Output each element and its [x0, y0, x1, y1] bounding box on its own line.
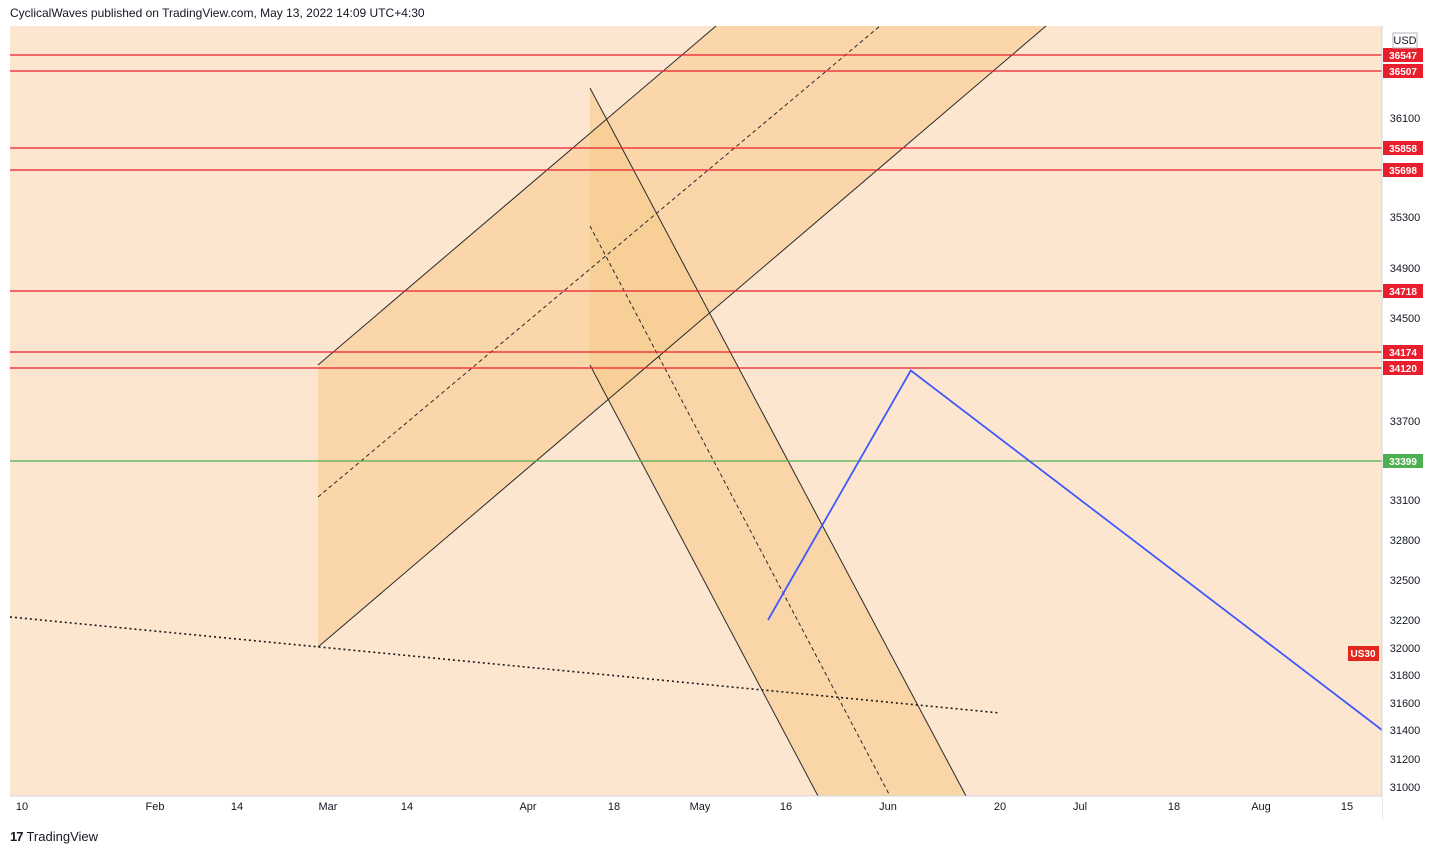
- asc-channel-mid: [317, 25, 881, 498]
- resistance-level-label: 34718: [1389, 287, 1417, 298]
- resistance-level-label: 36507: [1389, 67, 1417, 78]
- time-tick: 20: [994, 801, 1006, 813]
- price-tick: 31600: [1390, 698, 1421, 710]
- projection-line[interactable]: [767, 369, 1383, 731]
- desc-channel-lower: [589, 364, 819, 797]
- time-tick: Mar: [319, 801, 338, 813]
- resistance-level-label-bg: [1383, 64, 1423, 78]
- time-tick: 10: [16, 801, 28, 813]
- overlay-lines: [9, 616, 1001, 714]
- desc-channel-upper: [589, 87, 967, 797]
- time-tick: Jul: [1073, 801, 1087, 813]
- long-term-trendline[interactable]: [9, 616, 1001, 714]
- desc-channel-mid: [589, 225, 891, 797]
- price-tick: 32800: [1390, 535, 1421, 547]
- price-tick: 35300: [1390, 212, 1421, 224]
- time-tick: Feb: [146, 801, 165, 813]
- time-tick: Jun: [879, 801, 897, 813]
- price-tick: 33100: [1390, 495, 1421, 507]
- price-tick: 36100: [1390, 113, 1421, 125]
- resistance-level-label: 34174: [1389, 348, 1417, 359]
- resistance-level-label-bg: [1383, 141, 1423, 155]
- projection-path: [767, 369, 1383, 731]
- channel-layer: [317, 25, 1047, 797]
- tradingview-logo-icon: 17: [10, 829, 24, 844]
- tradingview-footer[interactable]: 17 TradingView: [10, 829, 98, 844]
- time-tick: 14: [401, 801, 413, 813]
- time-axis: 10 Feb 14 Mar 14 Apr 18 May 16 Jun 20 Jul 18 Aug 15: [16, 801, 1353, 813]
- resistance-level-label-bg: [1383, 345, 1423, 359]
- time-tick: Apr: [519, 801, 536, 813]
- symbol-badge-label: US30: [1350, 649, 1375, 660]
- time-tick: 14: [231, 801, 243, 813]
- price-axis-bg[interactable]: [1382, 26, 1440, 820]
- time-axis-bg[interactable]: [10, 796, 1382, 820]
- time-tick: 16: [780, 801, 792, 813]
- price-tick: 31200: [1390, 754, 1421, 766]
- symbol-badge: [1348, 646, 1379, 661]
- price-tick: 34500: [1390, 313, 1421, 325]
- price-tick: 31000: [1390, 782, 1421, 794]
- price-tick: 31800: [1390, 670, 1421, 682]
- time-tick: 18: [1168, 801, 1180, 813]
- price-tick: 32000: [1390, 643, 1421, 655]
- price-tick: 34900: [1390, 263, 1421, 275]
- price-axis: 36547 36507 35858 35698 34718 34174 34120 33399…: [1383, 48, 1423, 794]
- resistance-level-label-bg: [1383, 284, 1423, 298]
- time-tick: 18: [608, 801, 620, 813]
- resistance-level-label-bg: [1383, 361, 1423, 375]
- price-tick: 31400: [1390, 725, 1421, 737]
- support-level-label-bg: [1383, 454, 1423, 468]
- level-lines: [10, 54, 1382, 462]
- currency-box: [1392, 32, 1418, 49]
- resistance-level-label: 35698: [1389, 166, 1417, 177]
- currency-label: USD: [1393, 35, 1416, 47]
- resistance-level-label-bg: [1383, 48, 1423, 62]
- support-level-label: 33399: [1389, 457, 1417, 468]
- publisher-caption: CyclicalWaves published on TradingView.c…: [10, 6, 425, 20]
- resistance-level-label: 34120: [1389, 364, 1417, 375]
- resistance-level-label-bg: [1383, 163, 1423, 177]
- time-tick: Aug: [1251, 801, 1271, 813]
- price-tick: 33700: [1390, 416, 1421, 428]
- price-tick: 32500: [1390, 575, 1421, 587]
- asc-channel-lower: [317, 25, 1047, 648]
- resistance-level-label: 36547: [1389, 51, 1417, 62]
- resistance-level-label: 35858: [1389, 144, 1417, 155]
- time-tick: 15: [1341, 801, 1353, 813]
- tradingview-brand: TradingView: [26, 829, 99, 844]
- price-tick: 32200: [1390, 615, 1421, 627]
- time-tick: May: [690, 801, 711, 813]
- asc-channel-upper: [317, 25, 717, 366]
